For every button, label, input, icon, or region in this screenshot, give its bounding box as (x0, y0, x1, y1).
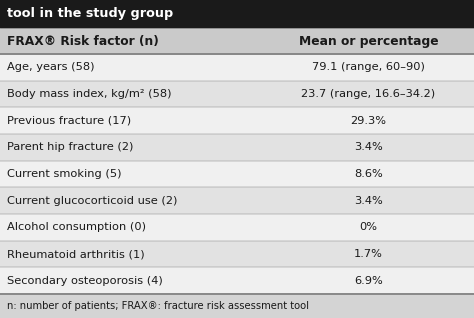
Text: Current glucocorticoid use (2): Current glucocorticoid use (2) (7, 196, 177, 206)
FancyBboxPatch shape (0, 54, 474, 81)
Text: 6.9%: 6.9% (354, 276, 383, 286)
Text: 3.4%: 3.4% (354, 196, 383, 206)
Text: Secondary osteoporosis (4): Secondary osteoporosis (4) (7, 276, 163, 286)
FancyBboxPatch shape (0, 28, 474, 54)
Text: n: number of patients; FRAX®: fracture risk assessment tool: n: number of patients; FRAX®: fracture r… (7, 301, 309, 311)
FancyBboxPatch shape (0, 81, 474, 107)
Text: tool in the study group: tool in the study group (7, 8, 173, 20)
Text: FRAX® Risk factor (n): FRAX® Risk factor (n) (7, 35, 159, 47)
Text: 23.7 (range, 16.6–34.2): 23.7 (range, 16.6–34.2) (301, 89, 436, 99)
FancyBboxPatch shape (0, 0, 474, 28)
Text: 8.6%: 8.6% (354, 169, 383, 179)
Text: Mean or percentage: Mean or percentage (299, 35, 438, 47)
FancyBboxPatch shape (0, 241, 474, 267)
Text: Age, years (58): Age, years (58) (7, 62, 95, 73)
FancyBboxPatch shape (0, 294, 474, 318)
Text: Previous fracture (17): Previous fracture (17) (7, 116, 131, 126)
FancyBboxPatch shape (0, 161, 474, 187)
Text: Parent hip fracture (2): Parent hip fracture (2) (7, 142, 134, 152)
Text: 3.4%: 3.4% (354, 142, 383, 152)
Text: Body mass index, kg/m² (58): Body mass index, kg/m² (58) (7, 89, 172, 99)
FancyBboxPatch shape (0, 214, 474, 241)
FancyBboxPatch shape (0, 134, 474, 161)
Text: 29.3%: 29.3% (351, 116, 386, 126)
Text: Alcohol consumption (0): Alcohol consumption (0) (7, 223, 146, 232)
Text: 79.1 (range, 60–90): 79.1 (range, 60–90) (312, 62, 425, 73)
Text: 0%: 0% (360, 223, 377, 232)
Text: Rheumatoid arthritis (1): Rheumatoid arthritis (1) (7, 249, 145, 259)
FancyBboxPatch shape (0, 187, 474, 214)
FancyBboxPatch shape (0, 267, 474, 294)
Text: Current smoking (5): Current smoking (5) (7, 169, 122, 179)
FancyBboxPatch shape (0, 107, 474, 134)
Text: 1.7%: 1.7% (354, 249, 383, 259)
